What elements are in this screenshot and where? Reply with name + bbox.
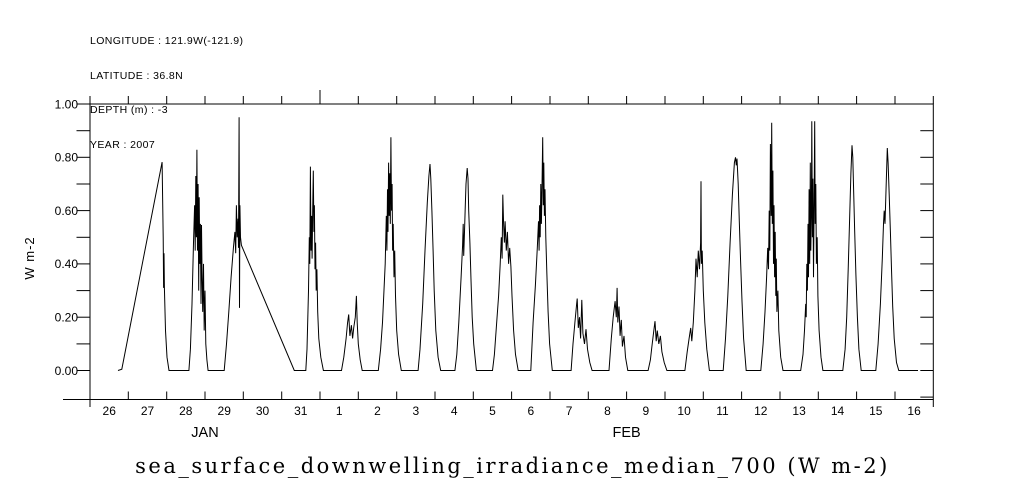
y-tick-label: 0.60 xyxy=(55,204,79,218)
x-tick-label: 16 xyxy=(907,404,921,418)
x-tick-label: 15 xyxy=(869,404,883,418)
month-label: JAN xyxy=(191,425,218,441)
y-tick-label: 0.20 xyxy=(55,311,79,325)
y-tick-label: 0.80 xyxy=(55,151,79,165)
chart-title: sea_surface_downwelling_irradiance_media… xyxy=(135,454,890,478)
header-info: LONGITUDE : 121.9W(-121.9) LATITUDE : 36… xyxy=(90,13,243,174)
x-tick-label: 27 xyxy=(141,404,155,418)
x-tick-label: 3 xyxy=(412,404,419,418)
x-tick-label: 29 xyxy=(218,404,232,418)
x-tick-label: 4 xyxy=(451,404,458,418)
x-tick-label: 2 xyxy=(374,404,381,418)
x-tick-label: 14 xyxy=(831,404,845,418)
header-depth: DEPTH (m) : -3 xyxy=(90,104,168,116)
header-latitude: LATITUDE : 36.8N xyxy=(90,69,184,82)
x-tick-label: 12 xyxy=(754,404,768,418)
x-tick-label: 1 xyxy=(336,404,343,418)
x-tick-label: 31 xyxy=(294,404,308,418)
x-tick-label: 6 xyxy=(527,404,534,418)
x-tick-label: 7 xyxy=(566,404,573,418)
y-tick-label: 0.40 xyxy=(55,257,79,271)
x-tick-label: 5 xyxy=(489,404,496,418)
x-tick-label: 11 xyxy=(716,404,729,418)
header-longitude: LONGITUDE : 121.9W(-121.9) xyxy=(90,35,244,47)
month-label: FEB xyxy=(612,425,640,441)
x-tick-label: 13 xyxy=(792,404,806,418)
series-line xyxy=(117,117,918,371)
y-tick-label: 0.00 xyxy=(55,364,79,378)
y-axis-label: W m-2 xyxy=(22,236,37,279)
y-tick-label: 1.00 xyxy=(55,97,79,111)
x-tick-label: 10 xyxy=(677,404,691,418)
x-tick-label: 26 xyxy=(103,404,117,418)
x-tick-label: 30 xyxy=(256,404,270,418)
header-year: YEAR : 2007 xyxy=(90,138,156,151)
x-tick-label: 9 xyxy=(642,404,649,418)
x-tick-label: 8 xyxy=(604,404,611,418)
x-tick-label: 28 xyxy=(179,404,193,418)
